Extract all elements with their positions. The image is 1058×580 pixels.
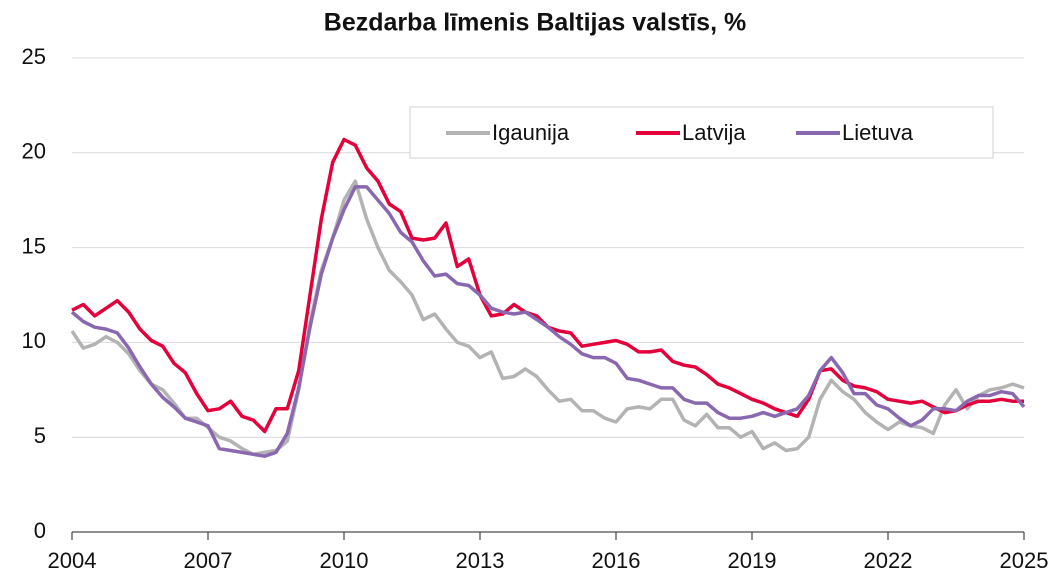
legend-label: Lietuva bbox=[842, 120, 914, 145]
x-tick-label: 2013 bbox=[456, 548, 505, 573]
x-tick-label: 2004 bbox=[48, 548, 97, 573]
y-tick-label: 15 bbox=[22, 233, 46, 258]
x-tick-label: 2025 bbox=[1000, 548, 1049, 573]
x-tick-label: 2022 bbox=[864, 548, 913, 573]
y-tick-label: 10 bbox=[22, 328, 46, 353]
line-series bbox=[70, 179, 1025, 457]
x-tick-label: 2010 bbox=[320, 548, 369, 573]
y-tick-label: 5 bbox=[34, 423, 46, 448]
x-tick-label: 2019 bbox=[728, 548, 777, 573]
legend-label: Igaunija bbox=[492, 120, 570, 145]
chart-title: Bezdarba līmenis Baltijas valstīs, % bbox=[324, 9, 746, 37]
x-tick-label: 2016 bbox=[592, 548, 641, 573]
y-tick-label: 0 bbox=[34, 518, 46, 543]
line-series bbox=[70, 185, 1026, 458]
x-tick-label: 2007 bbox=[184, 548, 233, 573]
legend-label: Latvija bbox=[682, 120, 746, 145]
y-tick-label: 20 bbox=[22, 139, 46, 164]
y-tick-label: 25 bbox=[22, 44, 46, 69]
legend-box bbox=[409, 106, 994, 159]
